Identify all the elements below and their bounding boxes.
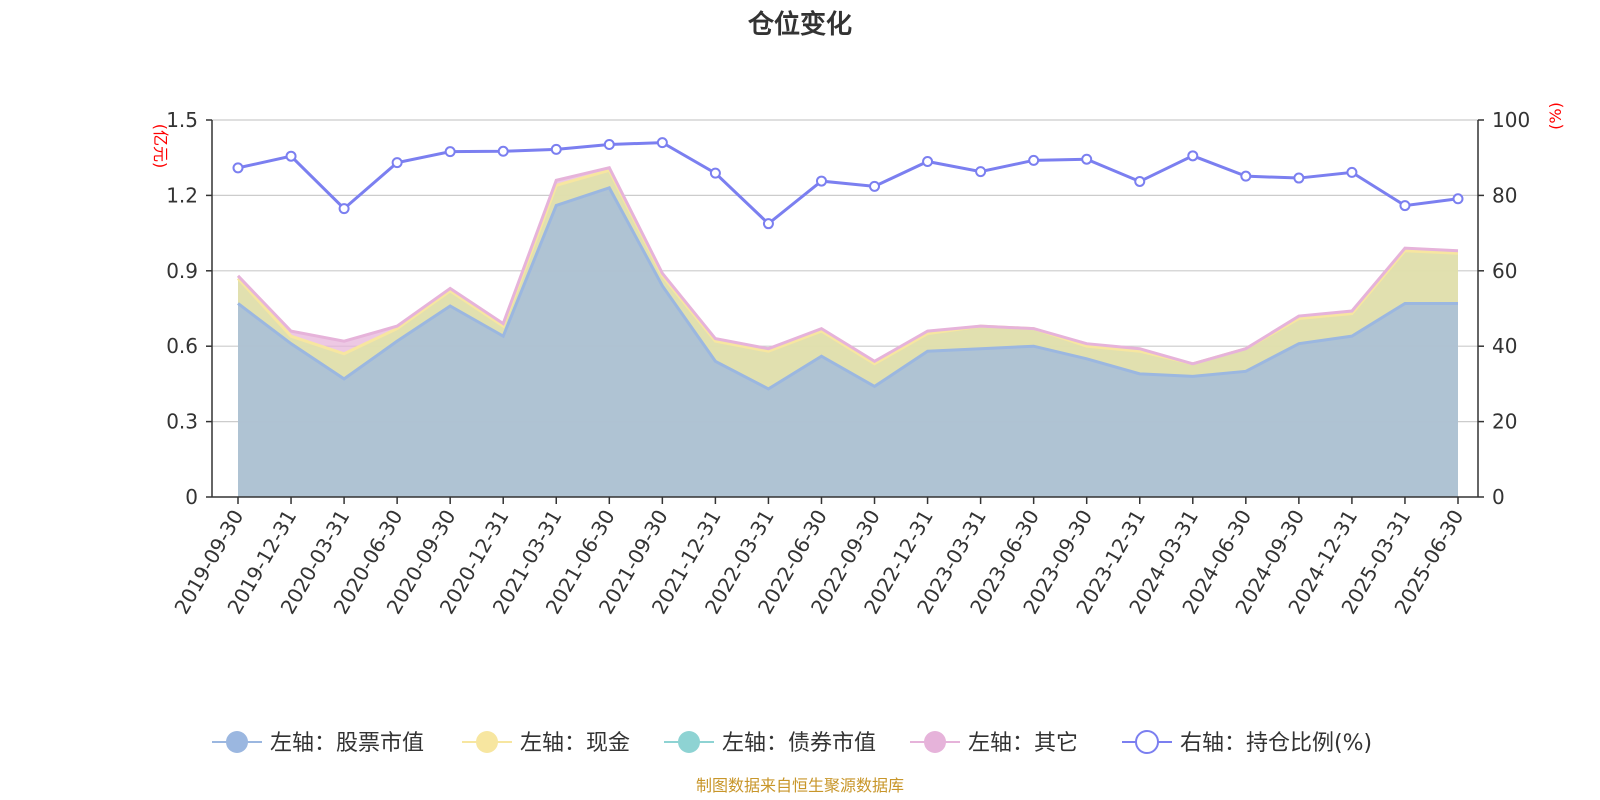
ratio-point <box>393 158 402 167</box>
ratio-point <box>1241 172 1250 181</box>
ratio-point <box>1454 194 1463 203</box>
legend-item[interactable]: 左轴：债券市值 <box>664 731 876 756</box>
ratio-point <box>1347 168 1356 177</box>
ratio-point <box>658 138 667 147</box>
ratio-point <box>605 140 614 149</box>
source-note: 制图数据来自恒生聚源数据库 <box>696 776 904 795</box>
right-axis-unit: (%) <box>1546 102 1565 130</box>
legend-label: 左轴：现金 <box>520 731 630 756</box>
legend-label: 左轴：其它 <box>968 731 1078 756</box>
chart-title: 仓位变化 <box>747 9 852 40</box>
ratio-point <box>446 147 455 156</box>
legend-item[interactable]: 左轴：现金 <box>462 731 630 756</box>
legend-label: 左轴：股票市值 <box>270 731 424 756</box>
ratio-point <box>1294 174 1303 183</box>
ratio-point <box>340 204 349 213</box>
ratio-point <box>817 177 826 186</box>
legend-item[interactable]: 左轴：股票市值 <box>212 731 424 756</box>
left-axis-tick-label: 0.6 <box>166 334 198 358</box>
right-axis-tick-label: 100 <box>1492 108 1530 132</box>
right-axis-tick-label: 60 <box>1492 259 1517 283</box>
ratio-point <box>711 169 720 178</box>
left-axis-tick-label: 0 <box>185 485 198 509</box>
ratio-point <box>499 147 508 156</box>
legend-item[interactable]: 右轴：持仓比例(%) <box>1122 731 1372 756</box>
legend-marker-icon <box>226 731 248 753</box>
legend-marker-icon <box>678 731 700 753</box>
ratio-line <box>238 143 1458 224</box>
ratio-point <box>764 219 773 228</box>
ratio-point <box>923 157 932 166</box>
legend-item[interactable]: 左轴：其它 <box>910 731 1078 756</box>
legend-label: 右轴：持仓比例(%) <box>1180 731 1372 756</box>
ratio-series <box>234 138 1463 228</box>
right-axis-tick-label: 20 <box>1492 410 1517 434</box>
right-axis-tick-label: 80 <box>1492 183 1517 207</box>
ratio-point <box>1400 201 1409 210</box>
right-axis-tick-label: 40 <box>1492 334 1517 358</box>
legend-marker-icon <box>1136 731 1158 753</box>
legend-marker-icon <box>924 731 946 753</box>
position-change-chart: 仓位变化 00.30.60.91.21.5020406080100(亿元)(%)… <box>0 0 1600 800</box>
ratio-point <box>1082 155 1091 164</box>
stacked-areas <box>238 168 1458 497</box>
ratio-point <box>287 152 296 161</box>
legend: 左轴：股票市值 左轴：现金 左轴：债券市值 左轴：其它 右轴：持仓比例(%) <box>212 731 1372 756</box>
legend-marker-icon <box>476 731 498 753</box>
ratio-point <box>1029 156 1038 165</box>
legend-label: 左轴：债券市值 <box>722 731 876 756</box>
ratio-point <box>234 163 243 172</box>
ratio-point <box>1135 177 1144 186</box>
ratio-point <box>552 145 561 154</box>
ratio-point <box>1188 151 1197 160</box>
left-axis-unit: (亿元) <box>151 124 170 169</box>
left-axis-tick-label: 1.2 <box>166 183 198 207</box>
left-axis-tick-label: 0.9 <box>166 259 198 283</box>
ratio-point <box>870 182 879 191</box>
right-axis-tick-label: 0 <box>1492 485 1505 509</box>
ratio-point <box>976 167 985 176</box>
left-axis-tick-label: 0.3 <box>166 410 198 434</box>
